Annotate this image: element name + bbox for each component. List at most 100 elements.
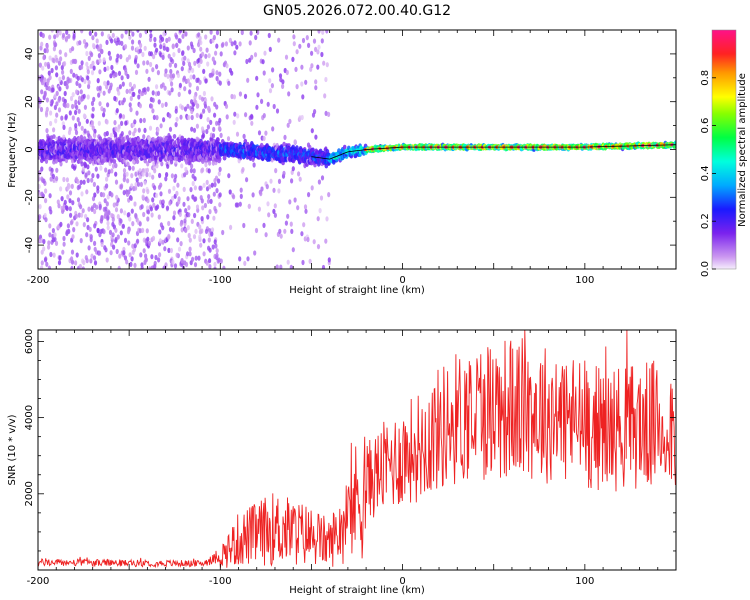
- heatmap-cell: [312, 239, 316, 245]
- heatmap-cell: [325, 216, 329, 222]
- heatmap-cell: [54, 42, 58, 48]
- heatmap-cell: [254, 34, 258, 41]
- heatmap-cell: [136, 238, 140, 244]
- heatmap-cell: [140, 265, 144, 269]
- heatmap-cell: [72, 165, 77, 171]
- heatmap-cell: [277, 37, 281, 43]
- heatmap-cell: [128, 216, 132, 222]
- heatmap-cell: [80, 60, 84, 66]
- heatmap-cell: [90, 52, 94, 58]
- heatmap-cell: [319, 195, 324, 201]
- heatmap-cell: [233, 50, 237, 56]
- heatmap-cell: [38, 204, 42, 210]
- heatmap-cell: [243, 93, 248, 99]
- heatmap-cell: [98, 101, 102, 107]
- heatmap-cell: [53, 232, 57, 238]
- heatmap-cell: [98, 85, 102, 91]
- heatmap-cell: [296, 205, 300, 211]
- heatmap-cell: [80, 30, 84, 34]
- heatmap-cell: [67, 78, 71, 84]
- heatmap-cell: [217, 178, 221, 184]
- heatmap-cell: [305, 35, 309, 41]
- heatmap-cell: [249, 30, 253, 36]
- heatmap-cell: [63, 61, 67, 67]
- heatmap-cell: [159, 191, 163, 197]
- heatmap-cell: [119, 113, 123, 119]
- heatmap-cell: [99, 43, 103, 49]
- heatmap-cell: [227, 80, 231, 86]
- heatmap-cell: [38, 62, 43, 68]
- heatmap-cell: [68, 190, 73, 196]
- heatmap-cell: [176, 72, 180, 79]
- heatmap-cell: [325, 62, 329, 68]
- heatmap-cell: [195, 123, 199, 129]
- heatmap-cell: [174, 122, 178, 128]
- heatmap-cell: [187, 114, 191, 121]
- heatmap-cell: [139, 181, 143, 187]
- heatmap-cell: [303, 204, 308, 210]
- heatmap-cell: [213, 261, 217, 267]
- heatmap-cell: [300, 64, 304, 70]
- heatmap-cell: [42, 55, 46, 61]
- heatmap-cell: [230, 41, 234, 47]
- heatmap-cell: [50, 67, 54, 74]
- heatmap-cell: [100, 138, 104, 144]
- heatmap-cell: [111, 163, 116, 169]
- heatmap-cell: [130, 256, 134, 262]
- heatmap-cell: [224, 41, 228, 47]
- heatmap-cell: [153, 36, 157, 43]
- heatmap-cell: [189, 187, 193, 193]
- heatmap-cell: [168, 62, 172, 68]
- heatmap-cell: [55, 101, 59, 107]
- heatmap-cell: [110, 38, 114, 44]
- heatmap-cell: [113, 95, 117, 102]
- heatmap-cell: [105, 257, 109, 263]
- heatmap-cell: [145, 172, 149, 178]
- heatmap-cell: [222, 155, 227, 161]
- heatmap-cell: [48, 34, 52, 40]
- heatmap-cell: [82, 222, 86, 228]
- heatmap-cell: [54, 65, 59, 71]
- heatmap-cell: [198, 79, 202, 85]
- heatmap-cell: [327, 111, 331, 117]
- heatmap-cell: [63, 103, 68, 109]
- heatmap-cell: [208, 247, 212, 253]
- heatmap-cell: [112, 244, 116, 250]
- heatmap-cell: [272, 187, 276, 193]
- heatmap-cell: [204, 78, 208, 84]
- heatmap-cell: [175, 116, 179, 122]
- heatmap-cell: [243, 260, 247, 266]
- heatmap-cell: [51, 87, 55, 93]
- heatmap-cell: [54, 158, 58, 164]
- heatmap-cell: [212, 34, 216, 41]
- heatmap-cell: [226, 136, 231, 142]
- heatmap-cell: [68, 110, 72, 116]
- heatmap-cell: [197, 62, 201, 68]
- heatmap-cell: [310, 63, 314, 69]
- heatmap-cell: [176, 237, 180, 243]
- heatmap-cell: [145, 68, 149, 74]
- heatmap-cell: [218, 71, 222, 77]
- heatmap-cell: [202, 251, 206, 257]
- heatmap-cell: [192, 168, 196, 174]
- heatmap-cell: [191, 256, 195, 262]
- heatmap-cell: [200, 198, 204, 204]
- heatmap-cell: [74, 99, 78, 105]
- heatmap-cell: [193, 196, 197, 202]
- heatmap-cell: [201, 167, 205, 173]
- heatmap-cell: [85, 232, 89, 238]
- heatmap-cell: [83, 162, 88, 168]
- heatmap-cell: [82, 259, 86, 266]
- heatmap-cell: [130, 45, 135, 51]
- heatmap-cell: [288, 199, 292, 205]
- heatmap-cell: [310, 50, 314, 56]
- heatmap-cell: [44, 217, 48, 223]
- heatmap-cell: [320, 175, 325, 181]
- heatmap-cell: [44, 112, 49, 118]
- heatmap-cell: [116, 234, 120, 240]
- heatmap-cell: [275, 108, 280, 114]
- heatmap-cell: [193, 94, 197, 100]
- heatmap-cell: [132, 159, 136, 165]
- heatmap-cell: [327, 192, 331, 198]
- heatmap-cell: [270, 83, 274, 89]
